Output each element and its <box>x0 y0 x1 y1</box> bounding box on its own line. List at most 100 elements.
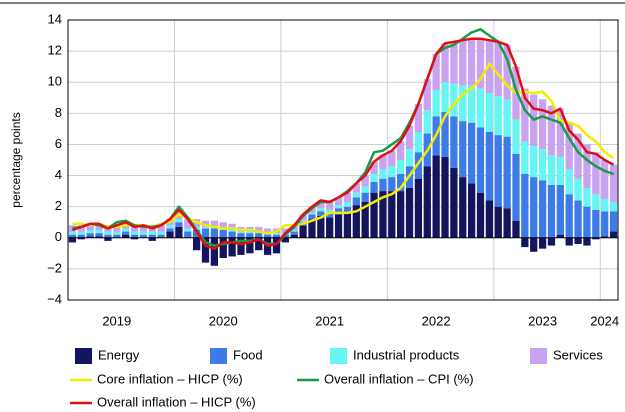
bar-segment <box>228 237 236 257</box>
x-tick-label: 2024 <box>590 313 619 328</box>
legend-label: Industrial products <box>353 347 460 362</box>
y-tick-label: 6 <box>55 136 62 151</box>
bar-segment <box>122 231 130 235</box>
legend-label: Core inflation – HICP (%) <box>97 371 243 386</box>
bar-segment <box>272 237 281 254</box>
bar-segment <box>441 43 449 83</box>
bar-segment <box>609 211 618 232</box>
bar-segment <box>113 225 121 232</box>
bar-segment <box>175 226 183 238</box>
bar-segment <box>583 206 591 238</box>
bar-segment <box>485 200 494 238</box>
bar-segment <box>379 169 387 179</box>
bar-segment <box>272 234 281 238</box>
bar-segment <box>139 231 148 235</box>
bar-segment <box>317 208 325 212</box>
bar-segment <box>432 155 440 238</box>
bar-segment <box>485 132 494 201</box>
bar-segment <box>583 188 591 207</box>
bar-segment <box>379 155 387 170</box>
legend-swatch <box>530 348 547 364</box>
bar-segment <box>290 230 298 232</box>
bar-segment <box>219 222 227 229</box>
bar-segment <box>450 83 458 117</box>
bar-segment <box>86 230 94 234</box>
bar-segment <box>592 152 600 195</box>
bar-segment <box>530 146 538 178</box>
bar-segment <box>326 209 334 213</box>
bar-segment <box>538 237 547 249</box>
bar-segment <box>574 178 582 201</box>
x-tick-label: 2023 <box>528 313 557 328</box>
bar-segment <box>432 54 440 90</box>
bar-segment <box>547 105 556 156</box>
bar-segment <box>530 237 538 252</box>
y-tick-label: 2 <box>55 198 62 213</box>
bar-segment <box>219 230 227 238</box>
bar-segment <box>512 119 520 154</box>
bar-segment <box>317 200 325 209</box>
bar-segment <box>77 234 85 238</box>
y-tick-label: 0 <box>55 229 62 244</box>
y-tick-label: 14 <box>48 11 62 26</box>
bar-segment <box>494 96 502 136</box>
bar-segment <box>130 234 139 238</box>
bar-segment <box>556 156 564 185</box>
bar-segment <box>192 237 201 251</box>
bar-segment <box>397 191 405 238</box>
bar-segment <box>166 225 174 229</box>
bar-segment <box>459 40 467 86</box>
bar-segment <box>503 136 511 209</box>
bar-segment <box>352 183 360 193</box>
y-axis-label: percentage points <box>9 112 23 207</box>
bar-segment <box>467 85 476 123</box>
bar-segment <box>423 166 431 238</box>
bar-segment <box>95 230 103 234</box>
bar-segment <box>272 233 281 235</box>
bar-segment <box>122 228 130 232</box>
bar-segment <box>609 164 618 202</box>
bar-segment <box>361 192 369 202</box>
bar-segment <box>459 177 467 238</box>
bar-segment <box>601 198 609 212</box>
bar-segment <box>574 200 582 238</box>
bar-segment <box>113 231 121 235</box>
bar-segment <box>246 233 254 238</box>
bar-segment <box>361 186 369 193</box>
bar-segment <box>512 153 520 221</box>
legend-label: Overall inflation – CPI (%) <box>324 371 474 386</box>
bar-segment <box>574 237 582 244</box>
bar-segment <box>201 237 210 263</box>
bar-segment <box>601 211 609 237</box>
bar-segment <box>521 141 529 174</box>
bar-segment <box>592 209 600 238</box>
bar-segment <box>397 174 405 192</box>
bar-segment <box>565 194 573 238</box>
y-tick-label: 10 <box>48 74 62 89</box>
bar-segment <box>414 104 423 132</box>
bar-segment <box>263 234 272 238</box>
bar-segment <box>583 144 591 188</box>
bar-segment <box>485 40 494 94</box>
bar-segment <box>405 125 414 150</box>
bar-segment <box>503 99 511 137</box>
bar-segment <box>467 122 476 184</box>
x-tick-label: 2021 <box>315 313 344 328</box>
bar-segment <box>68 234 77 238</box>
bar-segment <box>574 133 582 179</box>
bar-segment <box>370 181 378 193</box>
y-tick-label: −4 <box>47 291 62 306</box>
bar-segment <box>609 231 618 238</box>
x-tick-label: 2022 <box>422 313 451 328</box>
bar-segment <box>361 202 369 238</box>
bar-segment <box>308 214 316 220</box>
bar-segment <box>148 234 156 238</box>
bar-segment <box>538 99 547 150</box>
bar-segment <box>255 233 263 238</box>
bar-segment <box>317 211 325 216</box>
bar-segment <box>521 174 529 238</box>
bar-segment <box>308 219 316 238</box>
bar-segment <box>565 237 573 246</box>
plot-frame <box>67 19 619 301</box>
